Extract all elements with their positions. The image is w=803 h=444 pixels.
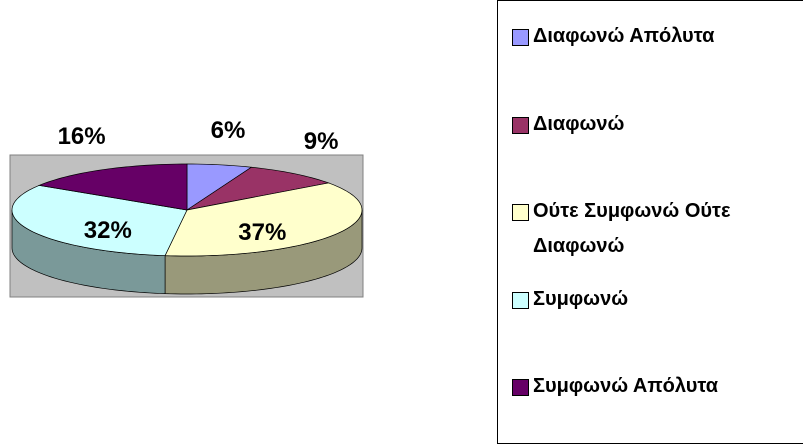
legend-item: Διαφωνώ [512,107,792,142]
data-label: 9% [304,128,339,155]
legend-item: Συμφωνώ [512,282,792,317]
data-label: 37% [238,219,286,246]
legend-swatch [512,116,529,134]
data-label: 32% [84,217,132,244]
legend-label: Ούτε Συμφωνώ Ούτε Διαφωνώ [533,200,731,257]
slice [186,166,330,211]
legend-label: Συμφωνώ Απόλυτα [533,375,719,397]
legend-item: Ούτε Συμφωνώ Ούτε Διαφωνώ [512,194,792,264]
slice [186,163,253,211]
legend-item: Συμφωνώ Απόλυτα [512,369,792,404]
legend-swatch [512,291,529,309]
legend-label: Συμφωνώ [533,287,629,310]
legend-label: Διαφωνώ [533,112,625,135]
legend-swatch [512,379,529,396]
legend-label: Διαφωνώ Απόλυτα [533,25,715,47]
data-label: 6% [211,117,246,144]
slice [164,182,363,257]
legend-item: Διαφωνώ Απόλυτα [512,19,792,54]
legend-swatch [512,204,529,221]
slice [37,163,188,211]
chart: 6% 9% 37% 32% 16% [9,117,364,298]
legend: Διαφωνώ Απόλυτα Διαφωνώ Ούτε Συμφωνώ Ούτε … [497,0,803,444]
legend-swatch [512,29,529,46]
data-label: 16% [58,123,106,150]
